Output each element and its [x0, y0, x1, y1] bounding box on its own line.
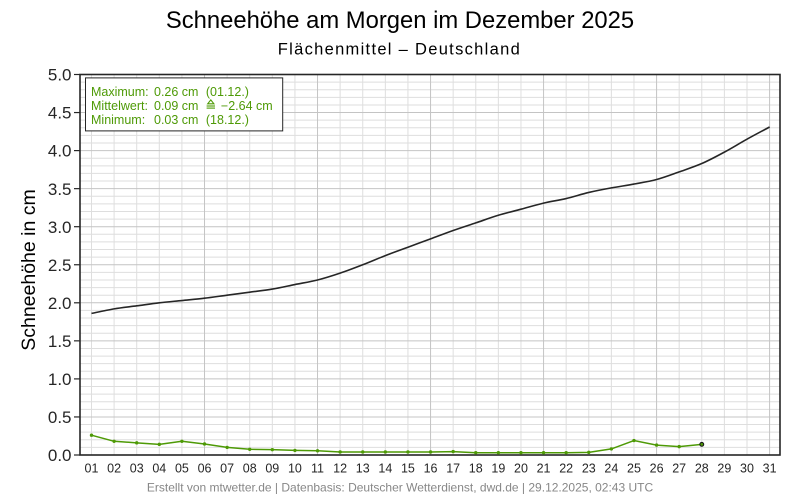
svg-text:04: 04	[152, 462, 166, 476]
svg-text:11: 11	[311, 462, 324, 476]
svg-text:31: 31	[763, 462, 777, 476]
svg-text:1.0: 1.0	[48, 370, 72, 389]
svg-text:Schneehöhe in cm: Schneehöhe in cm	[18, 189, 40, 351]
svg-text:(18.12.): (18.12.)	[206, 113, 249, 127]
svg-text:3.5: 3.5	[48, 180, 72, 199]
svg-text:02: 02	[107, 462, 121, 476]
svg-text:17: 17	[446, 462, 460, 476]
svg-text:16: 16	[424, 462, 438, 476]
svg-text:07: 07	[220, 462, 234, 476]
svg-text:14: 14	[378, 462, 392, 476]
svg-text:18: 18	[469, 462, 483, 476]
svg-text:28: 28	[695, 462, 709, 476]
svg-text:Minimum:: Minimum:	[91, 113, 145, 127]
svg-text:Mittelwert:: Mittelwert:	[91, 99, 148, 113]
svg-text:Schneehöhe am Morgen im Dezemb: Schneehöhe am Morgen im Dezember 2025	[166, 7, 634, 34]
svg-text:23: 23	[582, 462, 596, 476]
svg-text:−2.64 cm: −2.64 cm	[221, 99, 273, 113]
svg-text:Erstellt von mtwetter.de | Dat: Erstellt von mtwetter.de | Datenbasis: D…	[147, 481, 654, 495]
svg-text:24: 24	[604, 462, 618, 476]
svg-text:1.5: 1.5	[48, 332, 72, 351]
svg-text:20: 20	[514, 462, 528, 476]
svg-text:2.5: 2.5	[48, 256, 72, 275]
svg-text:22: 22	[559, 462, 573, 476]
svg-text:13: 13	[356, 462, 370, 476]
svg-text:4.0: 4.0	[48, 142, 72, 161]
svg-text:Flächenmittel – Deutschland: Flächenmittel – Deutschland	[278, 41, 521, 59]
svg-text:0.5: 0.5	[48, 408, 72, 427]
svg-text:05: 05	[175, 462, 189, 476]
svg-text:0.03 cm: 0.03 cm	[154, 113, 198, 127]
svg-text:06: 06	[198, 462, 212, 476]
svg-text:15: 15	[401, 462, 415, 476]
svg-text:25: 25	[627, 462, 641, 476]
svg-text:08: 08	[243, 462, 257, 476]
svg-text:21: 21	[537, 462, 551, 476]
svg-text:5.0: 5.0	[48, 66, 72, 85]
svg-text:0.09 cm: 0.09 cm	[154, 99, 198, 113]
svg-text:0.26 cm: 0.26 cm	[154, 85, 198, 99]
svg-text:Maximum:: Maximum:	[91, 85, 149, 99]
svg-text:30: 30	[740, 462, 754, 476]
svg-text:(01.12.): (01.12.)	[206, 85, 249, 99]
svg-text:27: 27	[672, 462, 686, 476]
svg-text:2.0: 2.0	[48, 294, 72, 313]
svg-text:3.0: 3.0	[48, 218, 72, 237]
svg-text:4.5: 4.5	[48, 104, 72, 123]
svg-text:03: 03	[130, 462, 144, 476]
svg-text:26: 26	[650, 462, 664, 476]
svg-text:09: 09	[265, 462, 279, 476]
svg-text:12: 12	[333, 462, 347, 476]
svg-text:29: 29	[717, 462, 731, 476]
svg-text:01: 01	[85, 462, 99, 476]
svg-text:0.0: 0.0	[48, 446, 72, 465]
svg-text:19: 19	[491, 462, 505, 476]
svg-text:10: 10	[288, 462, 302, 476]
